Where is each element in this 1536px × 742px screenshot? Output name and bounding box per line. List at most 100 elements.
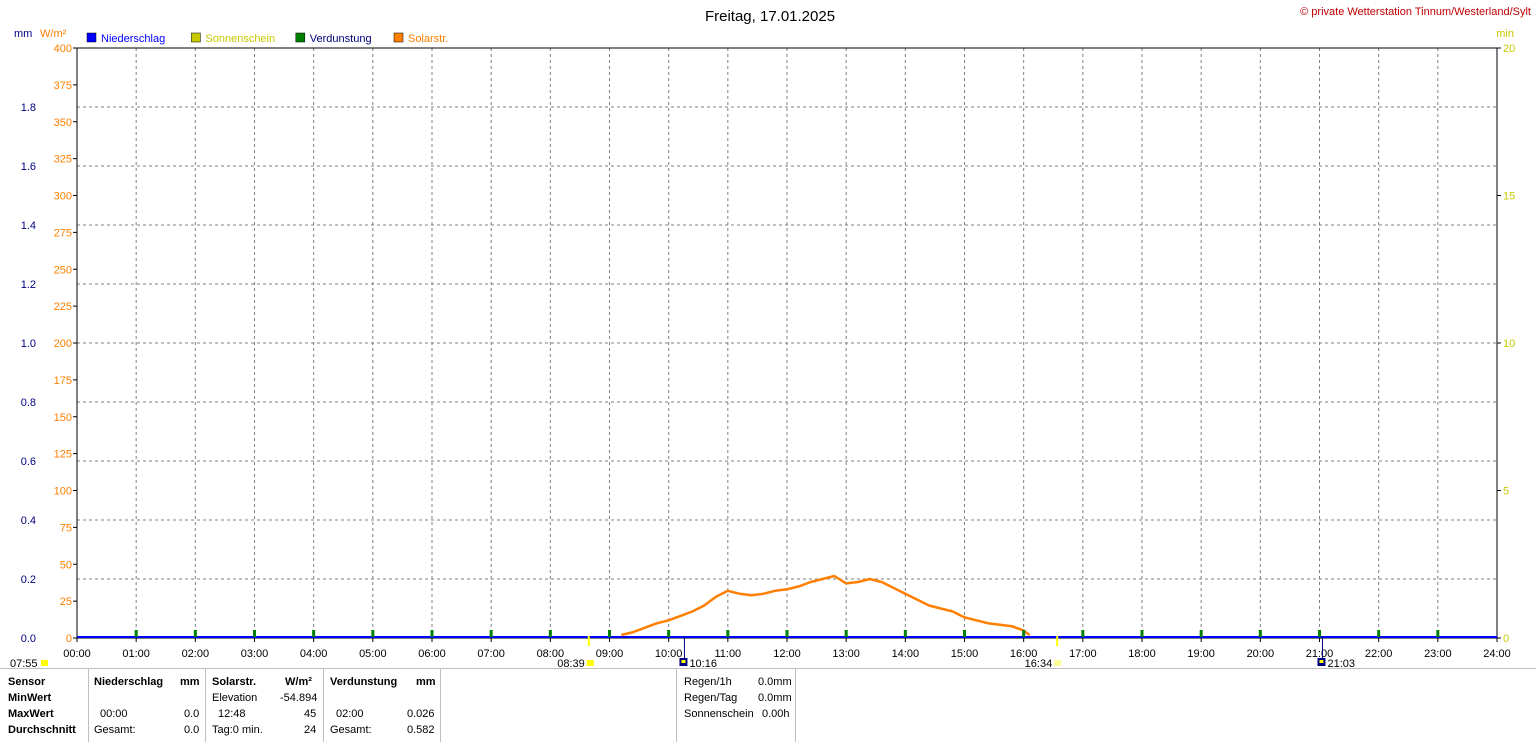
stats-verdunstung-sum-val: 0.582 — [407, 724, 435, 736]
evap-marker — [1199, 630, 1203, 637]
evap-marker — [903, 630, 907, 637]
moonrise-icon-inner — [1319, 660, 1324, 663]
unit-wm2: W/m² — [40, 28, 67, 40]
x-tick-label: 17:00 — [1069, 648, 1097, 660]
y-tick-label-wm2: 250 — [54, 264, 72, 276]
stats-solar-elev-label: Elevation — [212, 692, 258, 704]
evap-marker — [1022, 630, 1026, 637]
stats-verdunstung-max-time: 02:00 — [336, 708, 364, 720]
y-tick-label-min: 10 — [1503, 338, 1515, 350]
stats-max-label: MaxWert — [8, 708, 54, 720]
sun-marker-label: 07:55 — [10, 658, 38, 668]
stats-verdunstung-header: Verdunstung — [330, 676, 398, 688]
unit-min: min — [1496, 28, 1514, 40]
x-tick-label: 20:00 — [1247, 648, 1275, 660]
grid — [77, 48, 1497, 638]
evap-marker — [608, 630, 611, 637]
sun-marker-label: 16:34 — [1025, 658, 1053, 668]
x-tick-label: 11:00 — [714, 648, 741, 660]
stats-extra-value: 0.00h — [762, 708, 790, 720]
stats-niederschlag-unit: mm — [180, 676, 200, 688]
x-tick-label: 16:00 — [1010, 648, 1038, 660]
x-tick-label: 21:00 — [1306, 648, 1334, 660]
stats-solar-header: Solarstr. — [212, 676, 257, 688]
x-tick-label: 18:00 — [1128, 648, 1156, 660]
stats-avg-label: Durchschnitt — [8, 724, 76, 736]
stats-niederschlag-sum-val: 0.0 — [184, 724, 200, 736]
axes: 00:00 01:00 02:00 03:00 04:00 05:00 06:00 07:00… — [21, 43, 1516, 660]
moonset-icon-inner — [681, 660, 686, 663]
y-tick-label-wm2: 200 — [54, 338, 72, 350]
x-tick-label: 05:00 — [359, 648, 387, 660]
legend-swatch — [393, 32, 404, 43]
stats-panel: Sensor MinWert MaxWert Durchschnitt Nied… — [0, 668, 1536, 742]
legend-label: Sonnenschein — [205, 33, 275, 45]
sunset-icon — [1054, 660, 1062, 666]
legend-swatch — [295, 32, 306, 43]
evap-marker — [134, 630, 138, 637]
stats-solar-avg-val: 24 — [304, 724, 317, 736]
y-tick-label-wm2: 325 — [54, 154, 72, 166]
y-tick-label-mm: 1.0 — [21, 338, 36, 350]
y-tick-label-wm2: 275 — [54, 227, 72, 239]
evap-marker — [726, 630, 730, 637]
chart-title: Freitag, 17.01.2025 — [705, 8, 835, 25]
stats-separator — [205, 669, 206, 742]
evap-marker — [548, 630, 552, 637]
evap-marker — [1140, 630, 1144, 637]
legend-label: Solarstr. — [408, 33, 448, 45]
stats-solar-max-val: 45 — [304, 708, 317, 720]
copyright-text: © private Wetterstation Tinnum/Westerlan… — [1300, 6, 1531, 18]
sun-marker-label: 21:03 — [1327, 658, 1355, 668]
stats-extra-value: 0.0mm — [758, 676, 792, 688]
y-tick-label-wm2: 150 — [54, 412, 72, 424]
y-tick-label-mm: 1.2 — [21, 279, 36, 291]
stats-verdunstung-sum-label: Gesamt: — [330, 724, 372, 736]
legend-swatch — [86, 32, 97, 43]
y-tick-label-wm2: 50 — [60, 559, 72, 571]
y-tick-label-mm: 1.4 — [21, 220, 36, 232]
stats-extra-label: Regen/Tag — [684, 692, 738, 704]
y-tick-label-wm2: 0 — [66, 633, 72, 645]
y-tick-label-wm2: 375 — [54, 80, 72, 92]
y-tick-label-mm: 0.4 — [21, 515, 36, 527]
stats-solar-unit: W/m² — [285, 676, 312, 688]
y-tick-label-wm2: 400 — [54, 43, 72, 55]
y-tick-label-wm2: 100 — [54, 486, 72, 498]
y-tick-label-mm: 0.6 — [21, 456, 36, 468]
sunrise-civil-icon — [41, 660, 48, 666]
x-tick-label: 14:00 — [892, 648, 920, 660]
stats-niederschlag-sum-label: Gesamt: — [94, 724, 136, 736]
sun-marker-label: 10:16 — [689, 658, 717, 668]
x-tick-label: 15:00 — [951, 648, 979, 660]
stats-verdunstung-unit: mm — [416, 676, 436, 688]
stats-verdunstung-max-val: 0.026 — [407, 708, 435, 720]
evap-marker — [312, 630, 316, 637]
sunrise-icon — [586, 660, 594, 666]
evap-marker — [430, 630, 434, 637]
x-tick-label: 10:00 — [655, 648, 683, 660]
x-tick-label: 04:00 — [300, 648, 328, 660]
x-tick-label: 13:00 — [832, 648, 860, 660]
y-tick-label-min: 15 — [1503, 191, 1515, 203]
y-tick-label-mm: 0.0 — [21, 633, 36, 645]
stats-extra-label: Regen/1h — [684, 676, 732, 688]
y-tick-label-mm: 0.2 — [21, 574, 36, 586]
evap-marker — [253, 630, 256, 637]
x-tick-label: 02:00 — [182, 648, 210, 660]
stats-separator — [676, 669, 677, 742]
evap-marker — [844, 630, 848, 637]
x-tick-label: 08:00 — [537, 648, 565, 660]
stats-separator — [88, 669, 89, 742]
x-tick-label: 24:00 — [1483, 648, 1511, 660]
evap-marker — [1318, 630, 1321, 637]
y-tick-label-min: 20 — [1503, 43, 1515, 55]
evap-marker — [667, 630, 671, 637]
evap-marker — [1377, 630, 1381, 637]
y-tick-label-wm2: 300 — [54, 191, 72, 203]
series-solarstrahlung — [621, 574, 1031, 637]
y-tick-label-mm: 0.8 — [21, 397, 36, 409]
y-tick-label-wm2: 175 — [54, 375, 72, 387]
y-tick-label-mm: 1.8 — [21, 102, 36, 114]
stats-min-label: MinWert — [8, 692, 52, 704]
